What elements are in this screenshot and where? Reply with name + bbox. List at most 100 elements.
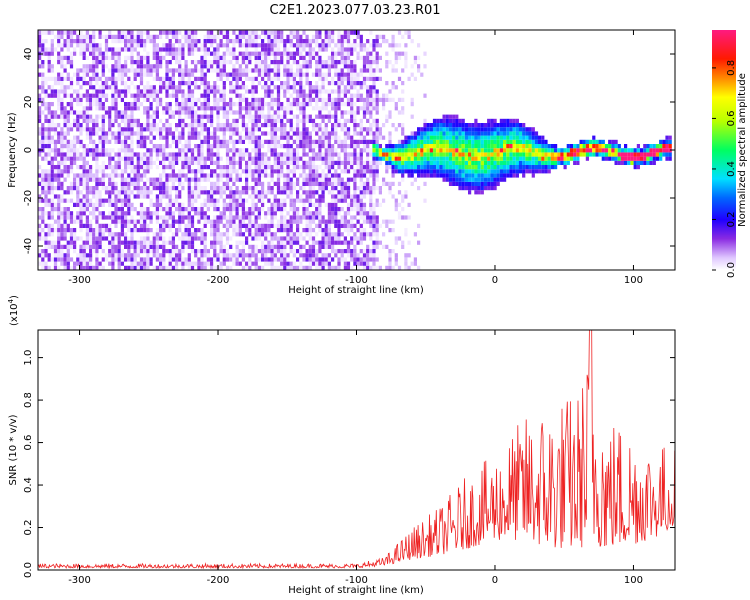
spectrogram-cell bbox=[149, 127, 153, 132]
spectrogram-cell bbox=[315, 97, 319, 102]
spectrogram-cell bbox=[57, 43, 61, 48]
spectrogram-cell bbox=[362, 265, 367, 270]
spectrogram-cell bbox=[276, 93, 281, 98]
spectrogram-cell bbox=[184, 68, 188, 73]
spectrogram-cell bbox=[53, 148, 58, 153]
spectrogram-cell bbox=[296, 148, 300, 153]
spectrogram-cell bbox=[257, 173, 261, 178]
spectrogram-cell bbox=[241, 43, 245, 48]
spectrogram-cell bbox=[289, 51, 293, 56]
spectrogram-cell bbox=[292, 97, 296, 102]
spectrogram-cell bbox=[229, 47, 233, 52]
spectrogram-cell bbox=[171, 131, 175, 136]
spectrogram-cell bbox=[458, 156, 462, 161]
spectrogram-cell bbox=[257, 207, 261, 212]
spectrogram-cell bbox=[343, 265, 347, 270]
spectrogram-cell bbox=[407, 169, 411, 174]
spectrogram-cell bbox=[216, 165, 220, 170]
spectrogram-cell bbox=[104, 165, 109, 170]
spectrogram-cell bbox=[155, 123, 159, 128]
spectrogram-cell bbox=[331, 181, 335, 186]
spectrogram-cell bbox=[149, 89, 153, 94]
spectrogram-cell bbox=[267, 89, 271, 94]
spectrogram-cell bbox=[225, 123, 230, 128]
spectrogram-cell bbox=[254, 194, 258, 199]
spectrogram-cell bbox=[283, 72, 287, 77]
spectrogram-cell bbox=[375, 144, 379, 149]
spectrogram-cell bbox=[85, 127, 89, 132]
spectrogram-cell bbox=[229, 177, 233, 182]
spectrogram-cell bbox=[47, 64, 51, 69]
spectrogram-cell bbox=[343, 169, 347, 174]
spectrogram-cell bbox=[248, 89, 252, 94]
spectrogram-cell bbox=[155, 43, 159, 48]
spectrogram-cell bbox=[292, 51, 296, 56]
spectrogram-cell bbox=[264, 68, 268, 73]
spectrogram-cell bbox=[375, 223, 379, 228]
spectrogram-cell bbox=[194, 181, 198, 186]
spectrogram-cell bbox=[321, 215, 325, 220]
spectrogram-cell bbox=[114, 131, 118, 136]
spectrogram-cell bbox=[417, 223, 421, 228]
spectrogram-cell bbox=[120, 207, 124, 212]
spectrogram-cell bbox=[251, 236, 255, 241]
spectrogram-cell bbox=[353, 232, 357, 237]
spectrogram-cell bbox=[104, 39, 109, 44]
spectrogram-cell bbox=[229, 97, 233, 102]
spectrogram-cell bbox=[60, 81, 64, 86]
spectrogram-cell bbox=[254, 160, 258, 165]
spectrogram-cell bbox=[120, 93, 124, 98]
spectrogram-cell bbox=[257, 97, 261, 102]
spectrogram-cell bbox=[426, 144, 430, 149]
spectrogram-cell bbox=[175, 232, 179, 237]
spectrogram-cell bbox=[216, 43, 220, 48]
spectrogram-cell bbox=[98, 190, 102, 195]
spectrogram-cell bbox=[308, 165, 312, 170]
spectrogram-cell bbox=[305, 114, 309, 119]
spectrogram-cell bbox=[187, 215, 191, 220]
spectrogram-cell bbox=[448, 139, 453, 144]
spectrogram-cell bbox=[168, 236, 172, 241]
spectrogram-cell bbox=[104, 85, 109, 90]
spectrogram-cell bbox=[184, 165, 188, 170]
spectrogram-cell bbox=[146, 30, 150, 35]
spectrogram-cell bbox=[85, 236, 89, 241]
spectrogram-cell bbox=[334, 211, 338, 216]
spectrogram-cell bbox=[375, 97, 379, 102]
spectrogram-cell bbox=[73, 97, 77, 102]
spectrogram-cell bbox=[315, 106, 319, 111]
spectrogram-cell bbox=[60, 223, 64, 228]
spectrogram-cell bbox=[38, 43, 42, 48]
spectrogram-cell bbox=[251, 169, 255, 174]
spectrogram-cell bbox=[420, 160, 424, 165]
spectrogram-cell bbox=[350, 165, 354, 170]
spectrogram-cell bbox=[276, 127, 281, 132]
spectrogram-cell bbox=[171, 249, 175, 254]
spectrogram-cell bbox=[257, 156, 261, 161]
spectrogram-cell bbox=[47, 55, 51, 60]
spectrogram-cell bbox=[175, 194, 179, 199]
spectrogram-cell bbox=[206, 215, 210, 220]
spectrogram-cell bbox=[350, 228, 354, 233]
spectrogram-cell bbox=[362, 261, 367, 266]
spectrogram-cell bbox=[171, 76, 175, 81]
spectrogram-cell bbox=[356, 123, 360, 128]
spectrogram-cell bbox=[276, 236, 281, 241]
spectrogram-cell bbox=[273, 97, 277, 102]
spectrogram-cell bbox=[321, 194, 325, 199]
spectrogram-cell bbox=[289, 43, 293, 48]
spectrogram-cell bbox=[327, 139, 331, 144]
spectrogram-cell bbox=[296, 265, 300, 270]
spectrogram-cell bbox=[299, 34, 303, 39]
spectrogram-cell bbox=[168, 223, 172, 228]
spectrogram-cell bbox=[369, 186, 373, 191]
spectrogram-cell bbox=[53, 228, 58, 233]
spectrogram-cell bbox=[79, 165, 83, 170]
spectrogram-cell bbox=[104, 190, 109, 195]
spectrogram-cell bbox=[267, 211, 271, 216]
spectrogram-cell bbox=[155, 76, 159, 81]
spectrogram-cell bbox=[455, 127, 459, 132]
spectrogram-cell bbox=[200, 81, 204, 86]
spectrogram-cell bbox=[369, 236, 373, 241]
spectrogram-cell bbox=[315, 181, 319, 186]
